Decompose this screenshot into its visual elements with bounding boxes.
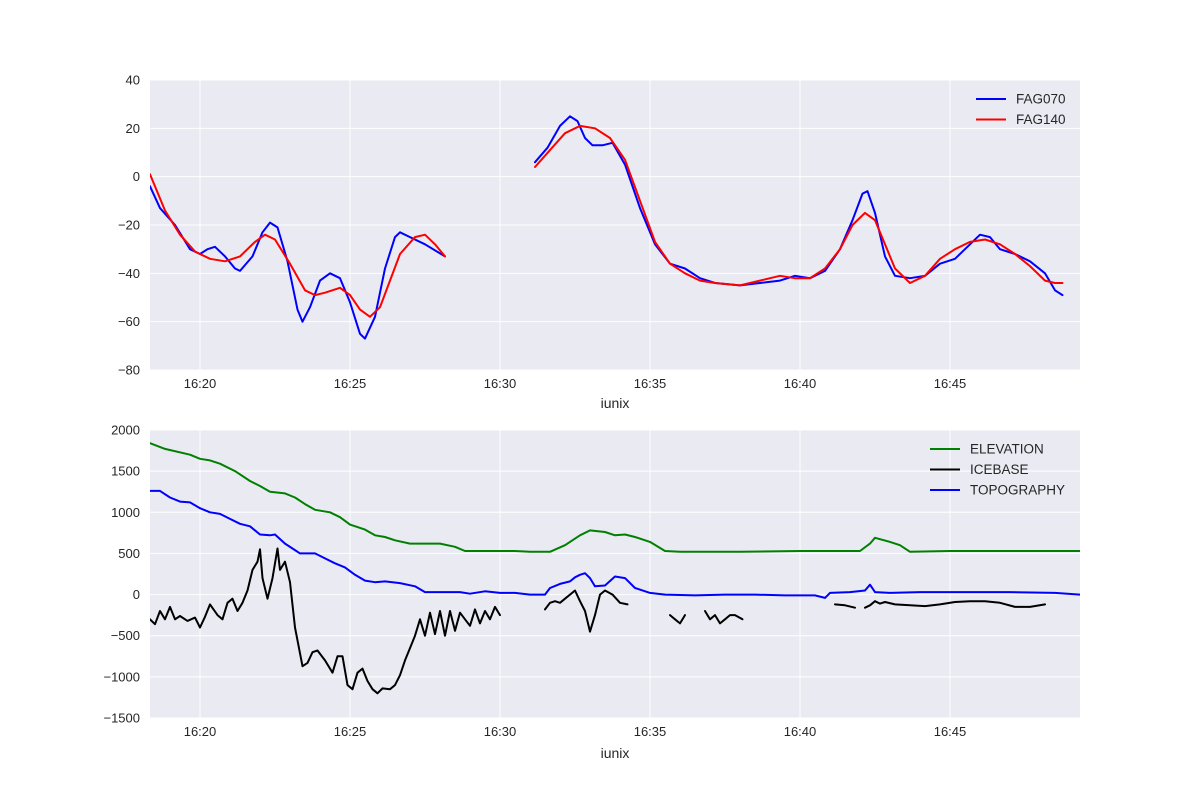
x-axis-label: iunix: [601, 745, 630, 761]
x-tick-label: 16:35: [634, 724, 667, 739]
y-tick-label: −20: [118, 218, 140, 233]
x-tick-label: 16:35: [634, 376, 667, 391]
x-tick-label: 16:20: [184, 376, 217, 391]
x-tick-label: 16:25: [334, 724, 367, 739]
x-tick-label: 16:40: [784, 724, 817, 739]
series-line-icebase: [544, 589, 629, 633]
legend-label-topography: TOPOGRAPHY: [970, 483, 1065, 498]
y-tick-label: −60: [118, 314, 140, 329]
series-line-fag140: [150, 173, 446, 318]
x-tick-label: 16:45: [934, 376, 967, 391]
y-tick-label: −500: [111, 628, 140, 643]
series-line-icebase: [864, 600, 1046, 609]
x-tick-label: 16:30: [484, 376, 517, 391]
y-tick-label: −1000: [103, 669, 140, 684]
fag-chart: 40 20 0 −20 −40 −60 −80 16:20 16:25 16:30 16:35 16:…: [118, 73, 1080, 411]
y-tick-label: 1000: [111, 505, 140, 520]
x-axis-label: iunix: [601, 395, 630, 411]
y-tick-label: 0: [133, 587, 140, 602]
x-tick-label: 16:25: [334, 376, 367, 391]
y-tick-label: 20: [126, 121, 140, 136]
y-tick-label: 0: [133, 169, 140, 184]
x-tick-label: 16:30: [484, 724, 517, 739]
y-tick-label: −1500: [103, 711, 140, 726]
legend-label-fag140: FAG140: [1016, 112, 1066, 127]
legend-label-fag070: FAG070: [1016, 92, 1066, 107]
series-group: [150, 442, 1080, 695]
y-tick-label: 40: [126, 73, 140, 88]
x-tick-label: 16:20: [184, 724, 217, 739]
series-line-icebase: [704, 610, 744, 625]
series-line-icebase: [834, 603, 856, 609]
plot-area: [150, 430, 1080, 718]
legend-label-icebase: ICEBASE: [970, 462, 1029, 477]
series-line-topography: [150, 489, 1080, 599]
y-tick-label: 1500: [111, 464, 140, 479]
x-tick-label: 16:45: [934, 724, 967, 739]
series-line-icebase: [669, 614, 686, 625]
elevation-chart: 2000 1500 1000 500 0 −500 −1000 −1500 16:20 16:25…: [103, 423, 1080, 761]
legend-label-elevation: ELEVATION: [970, 442, 1044, 457]
x-tick-label: 16:40: [784, 376, 817, 391]
y-tick-label: 500: [118, 546, 140, 561]
series-line-elevation: [150, 442, 1080, 553]
y-tick-label: 2000: [111, 423, 140, 438]
y-tick-label: −40: [118, 266, 140, 281]
series-line-fag070: [150, 185, 446, 340]
series-line-icebase: [150, 547, 501, 695]
series-group: [150, 115, 1064, 340]
y-tick-label: −80: [118, 363, 140, 378]
series-line-fag140: [534, 124, 1064, 287]
series-line-fag070: [534, 115, 1064, 297]
